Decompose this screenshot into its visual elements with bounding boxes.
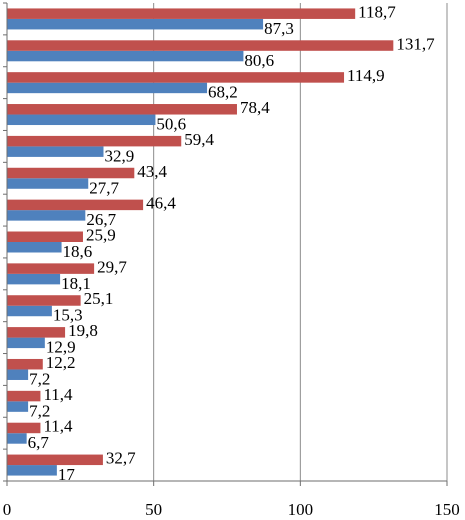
bar-s1-c1 bbox=[7, 40, 394, 51]
bar-s1-c12 bbox=[7, 390, 41, 402]
bar-s1-c11 bbox=[7, 358, 43, 370]
data-label-s1-c2: 114,9 bbox=[347, 66, 385, 85]
bar-group bbox=[7, 8, 394, 476]
bar-s0-c0 bbox=[7, 18, 264, 30]
data-label-s1-c4: 59,4 bbox=[184, 130, 214, 149]
data-label-s0-c6: 26,7 bbox=[86, 210, 116, 229]
data-label-s0-c11: 7,2 bbox=[29, 369, 50, 388]
bar-s0-c12 bbox=[7, 401, 29, 412]
bar-s0-c6 bbox=[7, 210, 86, 221]
bar-s1-c10 bbox=[7, 327, 66, 338]
data-label-s0-c9: 15,3 bbox=[53, 306, 83, 325]
bar-s0-c7 bbox=[7, 242, 62, 253]
data-label-s1-c13: 11,4 bbox=[43, 417, 73, 436]
data-label-s1-c0: 118,7 bbox=[358, 2, 396, 21]
data-label-s1-c10: 19,8 bbox=[68, 321, 98, 340]
bar-s1-c5 bbox=[7, 167, 135, 179]
data-label-s0-c4: 32,9 bbox=[105, 146, 135, 165]
x-tick-label-3: 150 bbox=[434, 500, 460, 519]
bar-s1-c4 bbox=[7, 135, 182, 147]
data-label-s0-c0: 87,3 bbox=[264, 19, 294, 38]
data-label-s1-c14: 32,7 bbox=[106, 449, 136, 468]
bar-s1-c0 bbox=[7, 8, 356, 19]
data-label-s1-c6: 46,4 bbox=[146, 194, 176, 213]
bar-s0-c8 bbox=[7, 273, 61, 285]
bar-s1-c3 bbox=[7, 104, 237, 115]
data-label-s1-c3: 78,4 bbox=[240, 98, 270, 117]
bar-s1-c7 bbox=[7, 231, 83, 242]
axis: 0 50 100 150 bbox=[3, 2, 460, 519]
bar-s1-c14 bbox=[7, 454, 103, 466]
data-label-s0-c2: 68,2 bbox=[208, 83, 238, 102]
bar-s0-c13 bbox=[7, 433, 27, 444]
bar-s0-c4 bbox=[7, 146, 104, 157]
data-label-s0-c5: 27,7 bbox=[89, 178, 119, 197]
data-labels: 87,3 80,6 68,2 50,6 32,9 27,7 26,7 18,6 18,1 15,3… bbox=[28, 2, 435, 484]
data-label-s1-c8: 29,7 bbox=[97, 257, 127, 276]
bar-s0-c3 bbox=[7, 114, 156, 126]
data-label-s1-c1: 131,7 bbox=[396, 34, 435, 53]
data-label-s0-c14: 17 bbox=[58, 465, 76, 484]
data-label-s0-c1: 80,6 bbox=[244, 51, 274, 70]
data-label-s1-c11: 12,2 bbox=[46, 353, 76, 372]
data-label-s0-c12: 7,2 bbox=[29, 401, 50, 420]
data-label-s0-c13: 6,7 bbox=[28, 433, 50, 452]
bar-s0-c9 bbox=[7, 305, 52, 317]
data-label-s1-c12: 11,4 bbox=[43, 385, 73, 404]
bar-s1-c13 bbox=[7, 422, 41, 434]
bar-s0-c1 bbox=[7, 50, 244, 62]
data-label-s0-c7: 18,6 bbox=[63, 242, 93, 261]
bar-s1-c2 bbox=[7, 72, 345, 83]
data-label-s0-c8: 18,1 bbox=[61, 274, 91, 293]
data-label-s1-c9: 25,1 bbox=[84, 289, 114, 308]
x-tick-label-1: 50 bbox=[145, 500, 162, 519]
x-tick-label-2: 100 bbox=[288, 500, 314, 519]
data-label-s1-c5: 43,4 bbox=[137, 162, 167, 181]
data-label-s1-c7: 25,9 bbox=[86, 226, 116, 245]
bar-s1-c6 bbox=[7, 199, 144, 211]
bar-s1-c8 bbox=[7, 263, 95, 274]
data-label-s0-c10: 12,9 bbox=[46, 338, 76, 357]
bar-s1-c9 bbox=[7, 295, 81, 306]
bar-s0-c2 bbox=[7, 82, 208, 94]
x-tick-label-0: 0 bbox=[3, 500, 12, 519]
bar-s0-c10 bbox=[7, 337, 45, 349]
bar-s0-c5 bbox=[7, 178, 89, 189]
data-label-s0-c3: 50,6 bbox=[156, 115, 186, 134]
bar-s0-c14 bbox=[7, 465, 57, 476]
bar-s0-c11 bbox=[7, 369, 29, 380]
